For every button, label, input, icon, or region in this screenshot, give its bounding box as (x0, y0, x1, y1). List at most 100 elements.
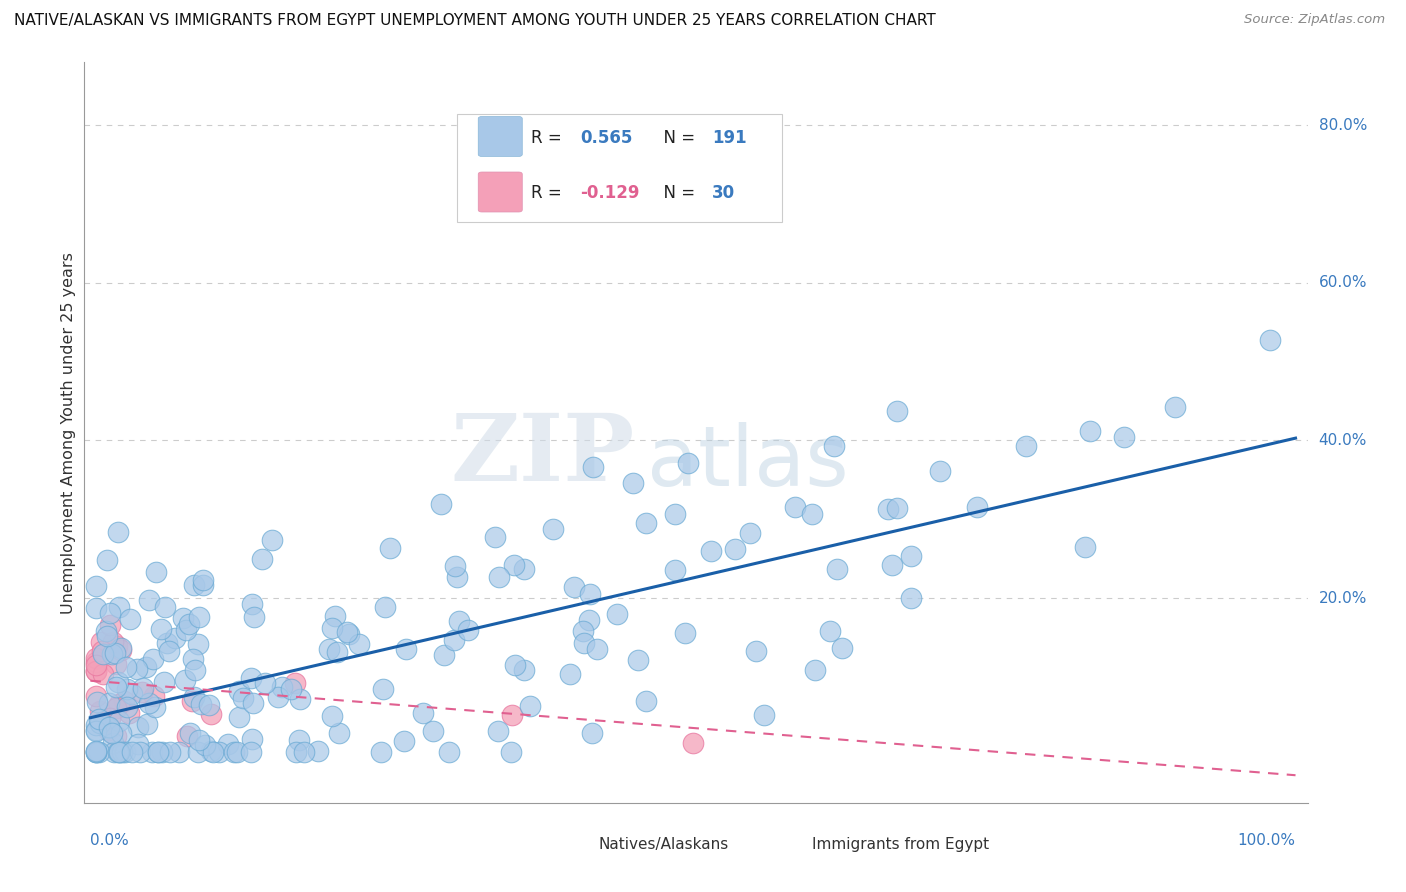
Point (823, 439, 845, 453)
Point (188, 733, 211, 747)
Point (818, 624, 841, 638)
Point (292, 745, 315, 759)
Point (127, 662, 149, 676)
Point (86, 695, 108, 709)
Point (96, 553, 118, 567)
Point (86, 745, 108, 759)
Point (108, 714, 131, 728)
Point (90, 635, 112, 649)
Point (174, 624, 197, 638)
Point (184, 663, 207, 677)
Point (325, 644, 347, 658)
Point (142, 651, 165, 665)
Point (107, 599, 129, 614)
Text: 60.0%: 60.0% (1319, 276, 1367, 291)
Point (104, 646, 127, 660)
Point (738, 525, 761, 540)
Point (634, 516, 657, 530)
Text: 80.0%: 80.0% (1319, 118, 1367, 133)
Point (200, 744, 222, 758)
Point (163, 631, 186, 645)
Point (886, 501, 908, 516)
Point (1080, 424, 1102, 438)
Point (217, 737, 239, 751)
Point (579, 587, 602, 601)
Point (966, 500, 988, 515)
Point (145, 565, 167, 579)
Point (877, 501, 900, 516)
Point (395, 642, 418, 657)
FancyBboxPatch shape (478, 117, 522, 156)
Point (744, 644, 766, 658)
Point (115, 660, 138, 674)
Point (190, 697, 212, 711)
Point (181, 652, 204, 666)
Point (143, 689, 166, 703)
Point (96, 722, 118, 736)
Text: 40.0%: 40.0% (1319, 433, 1367, 448)
Point (96, 723, 118, 738)
Point (201, 745, 224, 759)
Point (191, 578, 214, 592)
Point (831, 641, 853, 656)
Point (900, 549, 922, 563)
Point (457, 623, 479, 637)
Point (271, 680, 294, 694)
Point (578, 613, 600, 627)
Point (422, 724, 444, 739)
Point (307, 744, 329, 758)
Point (673, 626, 696, 640)
Point (582, 459, 605, 474)
Point (173, 673, 195, 687)
Point (103, 745, 125, 759)
Point (194, 738, 217, 752)
Point (157, 644, 180, 658)
Point (321, 709, 343, 723)
Point (183, 690, 205, 704)
Point (187, 610, 209, 624)
Point (260, 533, 283, 548)
Point (86, 579, 108, 593)
Point (152, 675, 174, 690)
Point (250, 552, 273, 566)
Point (228, 684, 250, 698)
Point (1258, 333, 1281, 347)
Point (323, 609, 346, 624)
Text: 191: 191 (711, 129, 747, 147)
Point (135, 716, 157, 731)
Point (104, 729, 127, 743)
Point (191, 573, 214, 587)
Point (86, 744, 108, 758)
Point (98, 618, 121, 632)
Point (86, 657, 108, 672)
Point (562, 580, 585, 594)
Point (783, 500, 806, 514)
Text: N =: N = (654, 185, 700, 202)
Point (502, 558, 524, 572)
Point (100, 725, 122, 739)
Text: Source: ZipAtlas.com: Source: ZipAtlas.com (1244, 13, 1385, 27)
Point (664, 563, 686, 577)
Point (224, 745, 246, 759)
Point (627, 653, 650, 667)
Point (513, 663, 536, 677)
Point (347, 637, 370, 651)
Point (94, 624, 117, 638)
FancyBboxPatch shape (779, 831, 808, 857)
Point (105, 657, 128, 671)
Point (541, 523, 564, 537)
Point (240, 597, 263, 611)
Point (179, 725, 201, 739)
Point (101, 647, 124, 661)
Point (86, 689, 108, 703)
Point (86, 718, 108, 732)
Point (682, 736, 704, 750)
Point (754, 708, 776, 723)
Point (98, 606, 121, 620)
Point (121, 687, 143, 701)
Point (153, 600, 176, 615)
Point (107, 697, 129, 711)
Point (284, 676, 307, 690)
Point (98, 710, 121, 724)
Point (621, 476, 644, 491)
